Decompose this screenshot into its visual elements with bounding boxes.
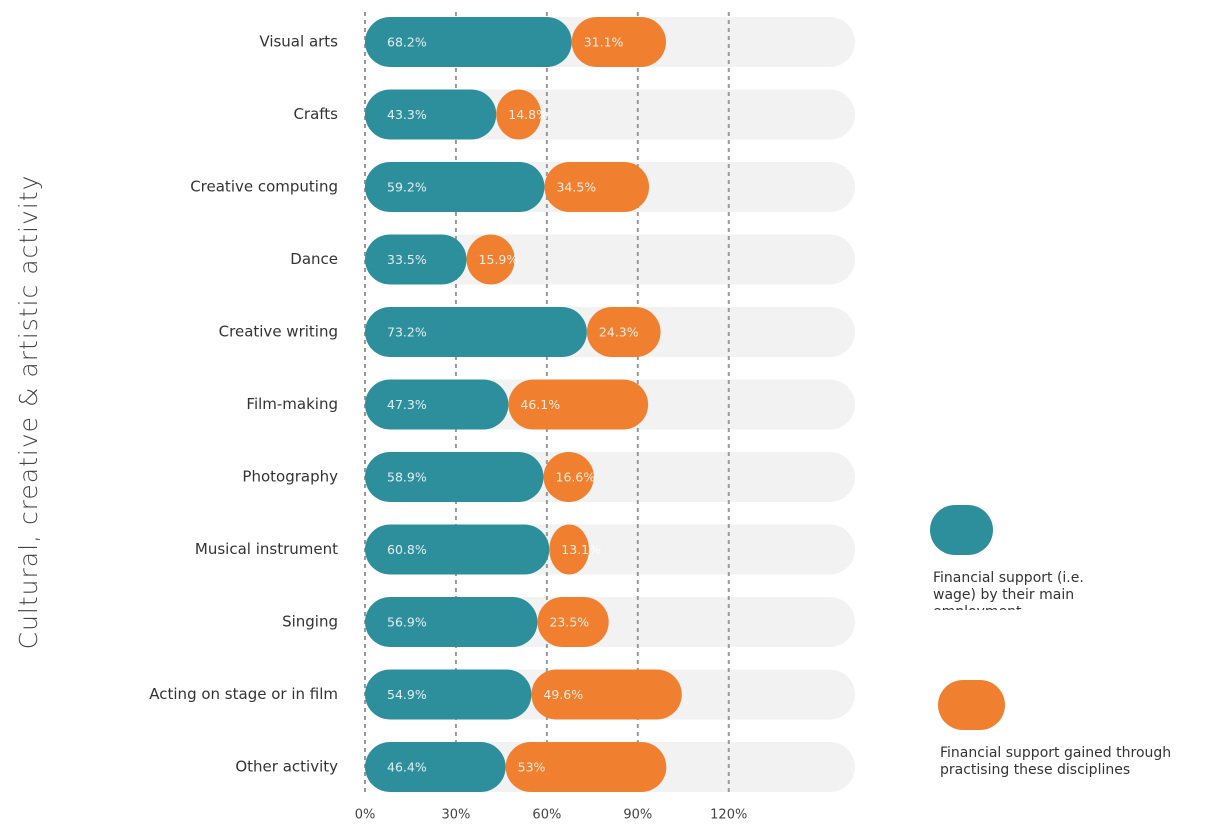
value-label: 15.9% — [479, 252, 519, 267]
bar-segment — [537, 597, 609, 647]
value-label: 46.1% — [520, 397, 560, 412]
bar-segment — [549, 524, 590, 575]
x-tick-label: 120% — [710, 808, 747, 823]
bar-segment — [365, 452, 544, 502]
x-tick-label: 90% — [623, 808, 652, 823]
value-label: 24.3% — [599, 325, 639, 340]
bar-segment — [365, 379, 509, 430]
bar-segment — [508, 379, 649, 430]
value-label: 68.2% — [387, 35, 427, 50]
legend-item: Financial support (i.e. wage) by their m… — [933, 570, 1084, 610]
legend-item: Financial support gained through practis… — [940, 745, 1172, 778]
category-label: Photography — [242, 468, 338, 486]
value-label: 58.9% — [387, 470, 427, 485]
value-label: 16.6% — [556, 470, 596, 485]
bar-segment — [365, 524, 550, 575]
legend-label: Financial support (i.e. wage) by their m… — [933, 570, 1084, 610]
bar-segment — [365, 162, 545, 212]
value-label: 14.8% — [508, 107, 548, 122]
bar-segment — [365, 669, 532, 720]
bar-segment — [531, 669, 682, 720]
category-label: Creative computing — [190, 178, 338, 196]
bar-segment — [505, 742, 667, 792]
bar-segment — [365, 17, 572, 67]
legend-swatch — [930, 505, 993, 555]
value-label: 33.5% — [387, 252, 427, 267]
value-label: 73.2% — [387, 325, 427, 340]
bar-segment — [543, 452, 594, 502]
category-label: Visual arts — [259, 33, 338, 51]
x-tick-label: 60% — [532, 808, 561, 823]
y-axis-label: Cultural, creative & artistic activity — [14, 175, 43, 650]
bar-segment — [496, 89, 542, 140]
value-label: 31.1% — [584, 35, 624, 50]
value-label: 34.5% — [556, 180, 596, 195]
value-label: 54.9% — [387, 687, 427, 702]
bar-segment — [365, 597, 538, 647]
bar-segment — [466, 234, 515, 285]
value-label: 56.9% — [387, 615, 427, 630]
bar-segment — [365, 234, 467, 285]
value-label: 53% — [518, 760, 546, 775]
value-label: 46.4% — [387, 760, 427, 775]
x-tick-label: 30% — [441, 808, 470, 823]
value-label: 49.6% — [543, 687, 583, 702]
bar-segment — [365, 89, 497, 140]
legend-label: Financial support gained through practis… — [940, 745, 1172, 778]
value-label: 43.3% — [387, 107, 427, 122]
legend-swatch — [938, 680, 1005, 730]
bar-segment — [365, 742, 506, 792]
category-label: Film-making — [246, 395, 338, 413]
value-label: 60.8% — [387, 542, 427, 557]
value-label: 59.2% — [387, 180, 427, 195]
value-label: 23.5% — [549, 615, 589, 630]
category-label: Crafts — [293, 105, 338, 123]
category-label: Singing — [282, 613, 338, 631]
bar-segment — [365, 307, 587, 357]
bar-segment — [544, 162, 650, 212]
grid — [364, 12, 730, 795]
category-label: Musical instrument — [195, 540, 338, 558]
value-label: 13.1% — [561, 542, 601, 557]
category-label: Creative writing — [219, 323, 338, 341]
bar-segment — [586, 307, 661, 357]
x-tick-label: 0% — [355, 808, 376, 823]
category-label: Acting on stage or in film — [149, 685, 338, 703]
bar-segment — [571, 17, 667, 67]
value-label: 47.3% — [387, 397, 427, 412]
category-label: Dance — [290, 250, 338, 268]
category-label: Other activity — [235, 758, 338, 776]
bars: 68.2% 31.1% 43.3% 14.8% 59.2% 34.5% 33.5% 15.9%… — [365, 17, 682, 792]
